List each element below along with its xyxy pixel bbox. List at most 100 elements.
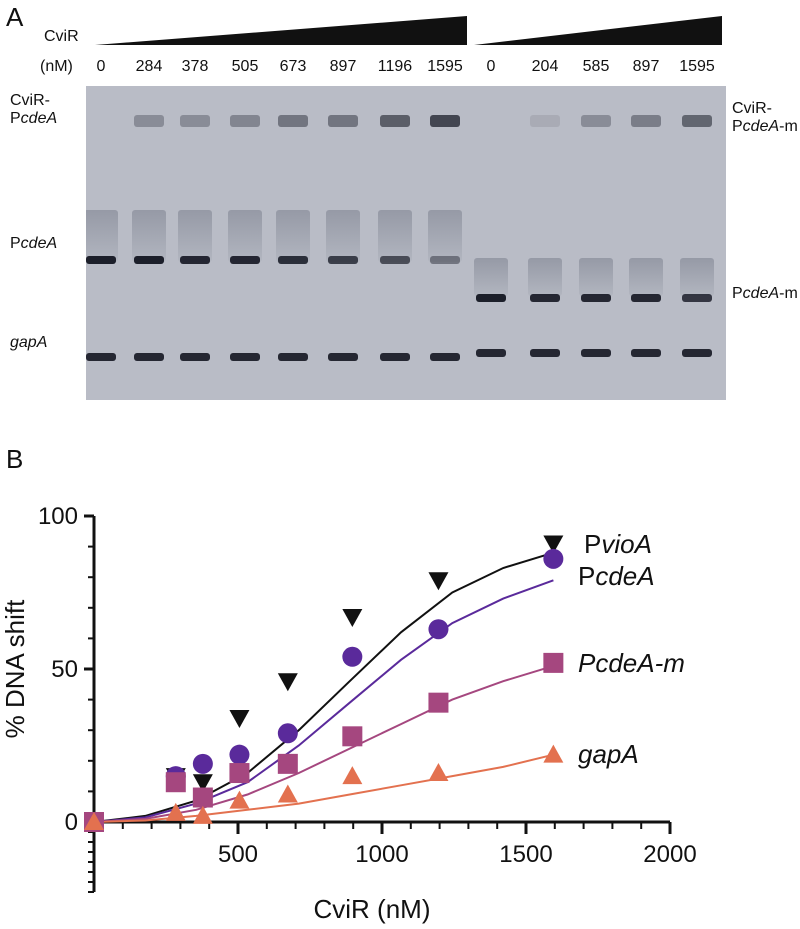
free-label-right-gene: cdeA xyxy=(742,285,780,302)
free-label-right-prefix: P xyxy=(732,285,743,302)
free-dna-band xyxy=(581,294,611,302)
data-point xyxy=(543,744,564,763)
x-tick-label: 500 xyxy=(218,841,258,868)
free-dna-smear xyxy=(528,258,562,296)
panel-b-letter: B xyxy=(6,444,24,474)
free-label-left: PcdeA xyxy=(10,235,57,253)
series-label: PcdeA xyxy=(578,561,655,591)
complex-label-right-gene: cdeA xyxy=(742,118,780,135)
free-dna-smear xyxy=(86,210,118,262)
free-dna-band xyxy=(328,256,358,264)
free-dna-smear xyxy=(326,210,360,262)
free-dna-smear xyxy=(474,258,508,296)
complex-label-right-suffix: -m xyxy=(779,118,798,135)
gapa-band xyxy=(230,353,260,361)
complex-label-left-gene: cdeA xyxy=(20,110,58,127)
x-tick-label: 1000 xyxy=(355,841,408,868)
series-label: PcdeA-m xyxy=(578,648,685,678)
free-dna-smear xyxy=(378,210,412,262)
data-point xyxy=(229,744,250,765)
lane-label-mut: 1595 xyxy=(679,58,715,75)
lane-label-mut: 897 xyxy=(632,58,660,75)
free-dna-band xyxy=(180,256,210,264)
data-point xyxy=(428,692,449,713)
complex-label-left: CviR- PcdeA xyxy=(10,92,57,128)
free-dna-band xyxy=(682,294,712,302)
data-point xyxy=(277,784,298,803)
complex-band xyxy=(682,115,712,127)
gapa-band xyxy=(86,353,116,361)
concentration-wedge-mut xyxy=(474,16,722,45)
gel-image xyxy=(86,86,726,400)
free-dna-band xyxy=(430,256,460,264)
complex-band xyxy=(530,115,560,127)
free-dna-band xyxy=(134,256,164,264)
data-point xyxy=(342,766,363,785)
concentration-wedge-wt xyxy=(95,16,467,45)
data-point xyxy=(165,772,186,793)
data-point xyxy=(229,790,250,809)
lane-label-mut: 585 xyxy=(582,58,610,75)
fit-curve xyxy=(93,551,554,823)
free-dna-band xyxy=(380,256,410,264)
data-point xyxy=(428,763,449,782)
complex-band xyxy=(180,115,210,127)
free-dna-smear xyxy=(629,258,663,296)
data-point xyxy=(277,723,298,744)
lane-label-mut: 0 xyxy=(486,58,496,75)
series-label: gapA xyxy=(578,739,639,769)
complex-label-right-line1: CviR- xyxy=(732,100,772,117)
complex-label-left-line1: CviR- xyxy=(10,92,50,109)
complex-band xyxy=(631,115,661,127)
lane-label-mut: 204 xyxy=(531,58,559,75)
complex-label-right: CviR- PcdeA-m xyxy=(732,100,798,136)
free-label-left-gene: cdeA xyxy=(20,235,58,252)
complex-band xyxy=(581,115,611,127)
free-dna-smear xyxy=(428,210,462,262)
data-point xyxy=(277,673,298,692)
data-point xyxy=(543,652,564,673)
gapa-band xyxy=(278,353,308,361)
y-tick-label: 0 xyxy=(65,809,78,836)
free-dna-smear xyxy=(579,258,613,296)
data-point xyxy=(428,619,449,640)
complex-band xyxy=(134,115,164,127)
free-dna-band xyxy=(278,256,308,264)
gapa-band xyxy=(134,353,164,361)
gapa-band xyxy=(430,353,460,361)
free-dna-smear xyxy=(178,210,212,262)
gapa-band xyxy=(180,353,210,361)
lane-label-wt: 897 xyxy=(329,58,357,75)
data-point xyxy=(277,753,298,774)
data-point xyxy=(192,805,213,824)
free-dna-smear xyxy=(228,210,262,262)
lane-label-wt: 1196 xyxy=(377,58,413,75)
data-point xyxy=(342,726,363,747)
y-axis-label: % DNA shift xyxy=(0,599,30,738)
free-dna-smear xyxy=(132,210,166,262)
lane-label-wt: 378 xyxy=(181,58,209,75)
data-point xyxy=(84,812,104,830)
complex-band xyxy=(230,115,260,127)
data-point xyxy=(229,709,250,728)
complex-band xyxy=(380,115,410,127)
complex-label-right-prefix: P xyxy=(732,118,743,135)
series-label: PvioA xyxy=(584,529,652,559)
panel-a-letter: A xyxy=(6,2,24,32)
y-tick-label: 100 xyxy=(38,503,78,530)
x-axis-label: CviR (nM) xyxy=(314,894,431,924)
free-label-right: PcdeA-m xyxy=(732,285,798,303)
free-dna-band xyxy=(86,256,116,264)
lane-label-wt: 284 xyxy=(135,58,163,75)
gapa-band xyxy=(476,349,506,357)
data-point xyxy=(543,548,564,569)
free-dna-band xyxy=(631,294,661,302)
free-label-right-suffix: -m xyxy=(779,285,798,302)
lane-label-wt: 1595 xyxy=(427,58,463,75)
free-dna-band xyxy=(530,294,560,302)
lane-label-wt: 505 xyxy=(231,58,259,75)
complex-band xyxy=(328,115,358,127)
gapa-label-text: gapA xyxy=(10,334,48,351)
data-point xyxy=(192,774,213,793)
gapa-band xyxy=(380,353,410,361)
